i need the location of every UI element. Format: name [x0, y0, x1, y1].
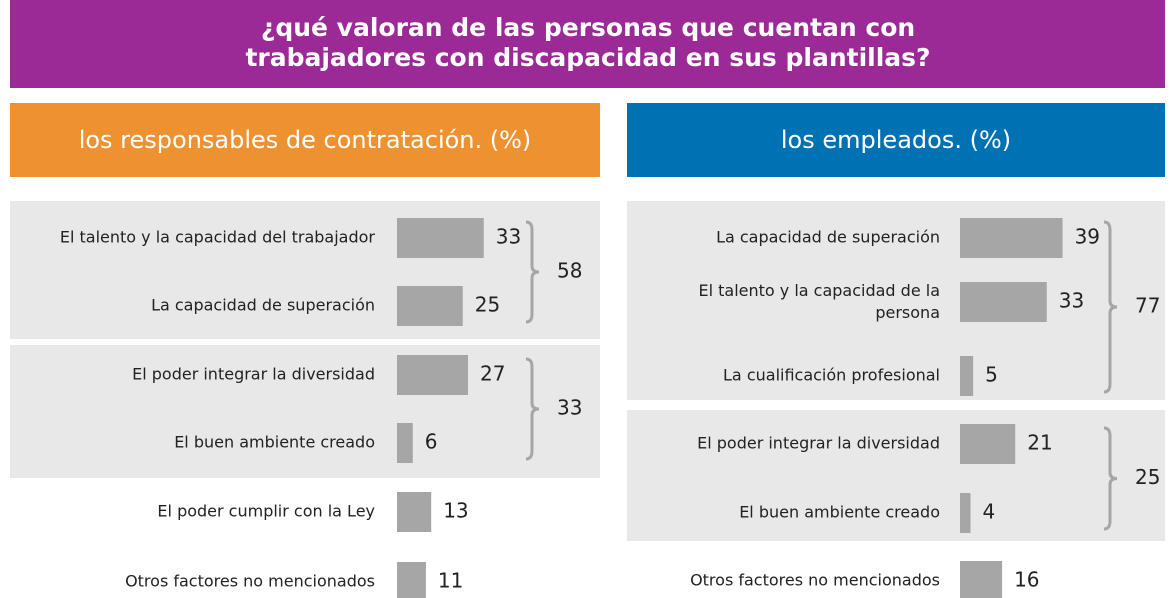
group-total: 58	[557, 259, 582, 283]
group-bracket	[525, 357, 540, 461]
group-box	[10, 201, 600, 339]
group-box	[627, 410, 1165, 541]
value-label: 13	[443, 499, 468, 523]
category-label: La capacidad de superación	[716, 228, 940, 247]
bar	[960, 282, 1047, 322]
group-total: 33	[557, 396, 582, 420]
value-label: 21	[1027, 431, 1052, 455]
category-label: La cualificación profesional	[723, 366, 940, 385]
value-label: 39	[1075, 225, 1100, 249]
group-bracket	[525, 220, 540, 324]
bar	[960, 493, 971, 533]
category-label: Otros factores no mencionados	[690, 571, 940, 590]
bar	[960, 424, 1016, 464]
group-total: 77	[1135, 294, 1160, 318]
value-label: 5	[985, 363, 998, 387]
page-title: ¿qué valoran de las personas que cuentan…	[245, 13, 930, 72]
category-label: El poder integrar la diversidad	[132, 365, 375, 384]
bar	[960, 561, 1003, 598]
bar	[960, 356, 974, 396]
group-box	[627, 201, 1165, 400]
bar	[960, 218, 1063, 258]
value-label: 25	[475, 293, 500, 317]
value-label: 4	[983, 500, 996, 524]
category-label: El talento y la capacidad de la persona	[698, 281, 940, 322]
category-label: El buen ambiente creado	[174, 433, 375, 452]
title-banner	[10, 0, 1165, 88]
bar	[397, 562, 426, 598]
group-bracket	[1103, 426, 1118, 531]
value-label: 6	[425, 430, 438, 454]
panel-header	[627, 103, 1165, 177]
value-label: 16	[1014, 568, 1039, 592]
category-label: El poder cumplir con la Ley	[157, 502, 375, 521]
bar	[397, 286, 463, 326]
panel-title: los responsables de contratación. (%)	[79, 126, 532, 154]
category-label: El talento y la capacidad del trabajador	[60, 228, 376, 247]
bar	[397, 423, 413, 463]
value-label: 33	[1059, 289, 1084, 313]
group-box	[10, 345, 600, 478]
bar	[397, 492, 432, 532]
panel-title: los empleados. (%)	[781, 126, 1011, 154]
value-label: 27	[480, 362, 505, 386]
value-label: 11	[438, 569, 463, 593]
bar	[397, 355, 469, 395]
category-label: El poder integrar la diversidad	[697, 434, 940, 453]
group-total: 25	[1135, 465, 1160, 489]
category-label: El buen ambiente creado	[739, 503, 940, 522]
bar	[397, 218, 484, 258]
value-label: 33	[496, 225, 521, 249]
category-label: Otros factores no mencionados	[125, 572, 375, 591]
category-label: La capacidad de superación	[151, 296, 375, 315]
panel-header	[10, 103, 600, 177]
group-bracket	[1103, 220, 1118, 394]
